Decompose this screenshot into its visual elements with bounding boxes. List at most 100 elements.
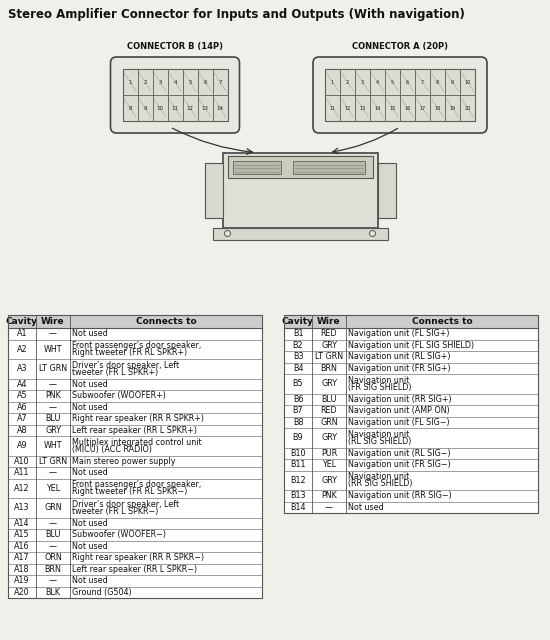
Text: 2: 2 xyxy=(346,79,349,84)
Text: Navigation unit (RR SIG−): Navigation unit (RR SIG−) xyxy=(348,492,452,500)
Text: Stereo Amplifier Connector for Inputs and Outputs (With navigation): Stereo Amplifier Connector for Inputs an… xyxy=(8,8,465,21)
Text: Navigation unit: Navigation unit xyxy=(348,472,409,481)
Bar xyxy=(152,69,168,95)
Text: —: — xyxy=(49,541,57,551)
Text: Connects to: Connects to xyxy=(412,317,472,326)
Text: 1: 1 xyxy=(331,79,334,84)
Text: Subwoofer (WOOFER−): Subwoofer (WOOFER−) xyxy=(72,531,166,540)
Bar xyxy=(168,69,183,95)
Text: Right tweeter (FR RL SPKR−): Right tweeter (FR RL SPKR−) xyxy=(72,487,188,496)
Text: 10: 10 xyxy=(157,106,163,111)
Text: Left rear speaker (RR L SPKR−): Left rear speaker (RR L SPKR−) xyxy=(72,564,197,573)
Text: (FR SIG SHIELD): (FR SIG SHIELD) xyxy=(348,383,411,392)
Text: B13: B13 xyxy=(290,492,306,500)
Text: Navigation unit (AMP ON): Navigation unit (AMP ON) xyxy=(348,406,450,415)
Bar xyxy=(212,69,228,95)
Bar xyxy=(152,95,168,121)
Text: Right tweeter (FR RL SPKR+): Right tweeter (FR RL SPKR+) xyxy=(72,348,187,357)
Bar xyxy=(123,69,228,121)
Bar xyxy=(183,69,197,95)
Text: BRN: BRN xyxy=(321,364,338,372)
Text: Navigation unit (FR SIG−): Navigation unit (FR SIG−) xyxy=(348,460,451,469)
Text: A12: A12 xyxy=(14,484,30,493)
Bar xyxy=(355,95,370,121)
Text: 6: 6 xyxy=(204,79,207,84)
Text: 5: 5 xyxy=(188,79,192,84)
Text: BLK: BLK xyxy=(46,588,60,596)
Text: Wire: Wire xyxy=(317,317,341,326)
Bar xyxy=(370,95,385,121)
Text: Navigation unit (FR SIG+): Navigation unit (FR SIG+) xyxy=(348,364,450,372)
Bar xyxy=(197,95,212,121)
Text: PUR: PUR xyxy=(321,449,337,458)
Text: Cavity: Cavity xyxy=(282,317,314,326)
Text: CONNECTOR B (14P): CONNECTOR B (14P) xyxy=(127,42,223,51)
Text: —: — xyxy=(49,576,57,585)
FancyBboxPatch shape xyxy=(111,57,239,133)
Text: B1: B1 xyxy=(293,329,303,339)
Text: (RL SIG SHIELD): (RL SIG SHIELD) xyxy=(348,436,411,445)
Text: 13: 13 xyxy=(359,106,366,111)
Text: A1: A1 xyxy=(16,329,28,339)
Text: Front passenger’s door speaker,: Front passenger’s door speaker, xyxy=(72,480,201,489)
Text: 14: 14 xyxy=(217,106,223,111)
Bar xyxy=(430,95,445,121)
Bar xyxy=(228,156,372,177)
Text: A11: A11 xyxy=(14,468,30,477)
Text: BLU: BLU xyxy=(45,414,60,423)
Text: A18: A18 xyxy=(14,564,30,573)
Text: Right rear speaker (RR R SPKR−): Right rear speaker (RR R SPKR−) xyxy=(72,553,204,563)
Bar xyxy=(325,95,340,121)
Text: A7: A7 xyxy=(16,414,28,423)
Bar xyxy=(284,315,538,513)
Bar xyxy=(168,95,183,121)
Text: LT GRN: LT GRN xyxy=(315,352,343,361)
Text: B11: B11 xyxy=(290,460,306,469)
Text: PNK: PNK xyxy=(321,492,337,500)
Text: 15: 15 xyxy=(389,106,395,111)
Bar xyxy=(8,315,262,328)
Text: Ground (G504): Ground (G504) xyxy=(72,588,131,596)
Text: B10: B10 xyxy=(290,449,306,458)
Text: Not used: Not used xyxy=(72,468,108,477)
Bar xyxy=(8,315,262,598)
Text: BLU: BLU xyxy=(45,531,60,540)
Text: 17: 17 xyxy=(419,106,426,111)
Text: B6: B6 xyxy=(293,395,303,404)
Bar xyxy=(197,69,212,95)
Text: 18: 18 xyxy=(434,106,441,111)
Text: A13: A13 xyxy=(14,503,30,512)
Text: BLU: BLU xyxy=(321,395,337,404)
Text: Driver’s door speaker, Left: Driver’s door speaker, Left xyxy=(72,361,179,370)
Text: 7: 7 xyxy=(218,79,222,84)
Text: A20: A20 xyxy=(14,588,30,596)
Text: Navigation unit (FL SIG SHIELD): Navigation unit (FL SIG SHIELD) xyxy=(348,340,474,349)
Text: LT GRN: LT GRN xyxy=(39,457,67,466)
Text: Not used: Not used xyxy=(348,503,384,512)
Text: 3: 3 xyxy=(158,79,162,84)
Bar xyxy=(385,95,400,121)
Text: PNK: PNK xyxy=(45,391,61,400)
Text: (MICU) (ACC RADIO): (MICU) (ACC RADIO) xyxy=(72,445,152,454)
Text: 16: 16 xyxy=(404,106,411,111)
Text: B7: B7 xyxy=(293,406,303,415)
Text: 5: 5 xyxy=(391,79,394,84)
Text: Navigation unit (RL SIG+): Navigation unit (RL SIG+) xyxy=(348,352,450,361)
Text: Driver’s door speaker, Left: Driver’s door speaker, Left xyxy=(72,500,179,509)
Text: —: — xyxy=(325,503,333,512)
Text: 4: 4 xyxy=(376,79,379,84)
Text: A8: A8 xyxy=(16,426,28,435)
Bar xyxy=(123,95,138,121)
Text: YEL: YEL xyxy=(46,484,60,493)
Bar xyxy=(205,163,223,218)
Text: 6: 6 xyxy=(406,79,409,84)
Text: 11: 11 xyxy=(329,106,336,111)
Text: 13: 13 xyxy=(201,106,208,111)
Text: —: — xyxy=(49,380,57,388)
Text: —: — xyxy=(49,519,57,528)
Text: Navigation unit: Navigation unit xyxy=(348,376,409,385)
Text: 1: 1 xyxy=(128,79,132,84)
Text: 10: 10 xyxy=(464,79,471,84)
Circle shape xyxy=(224,230,230,237)
Text: A19: A19 xyxy=(14,576,30,585)
